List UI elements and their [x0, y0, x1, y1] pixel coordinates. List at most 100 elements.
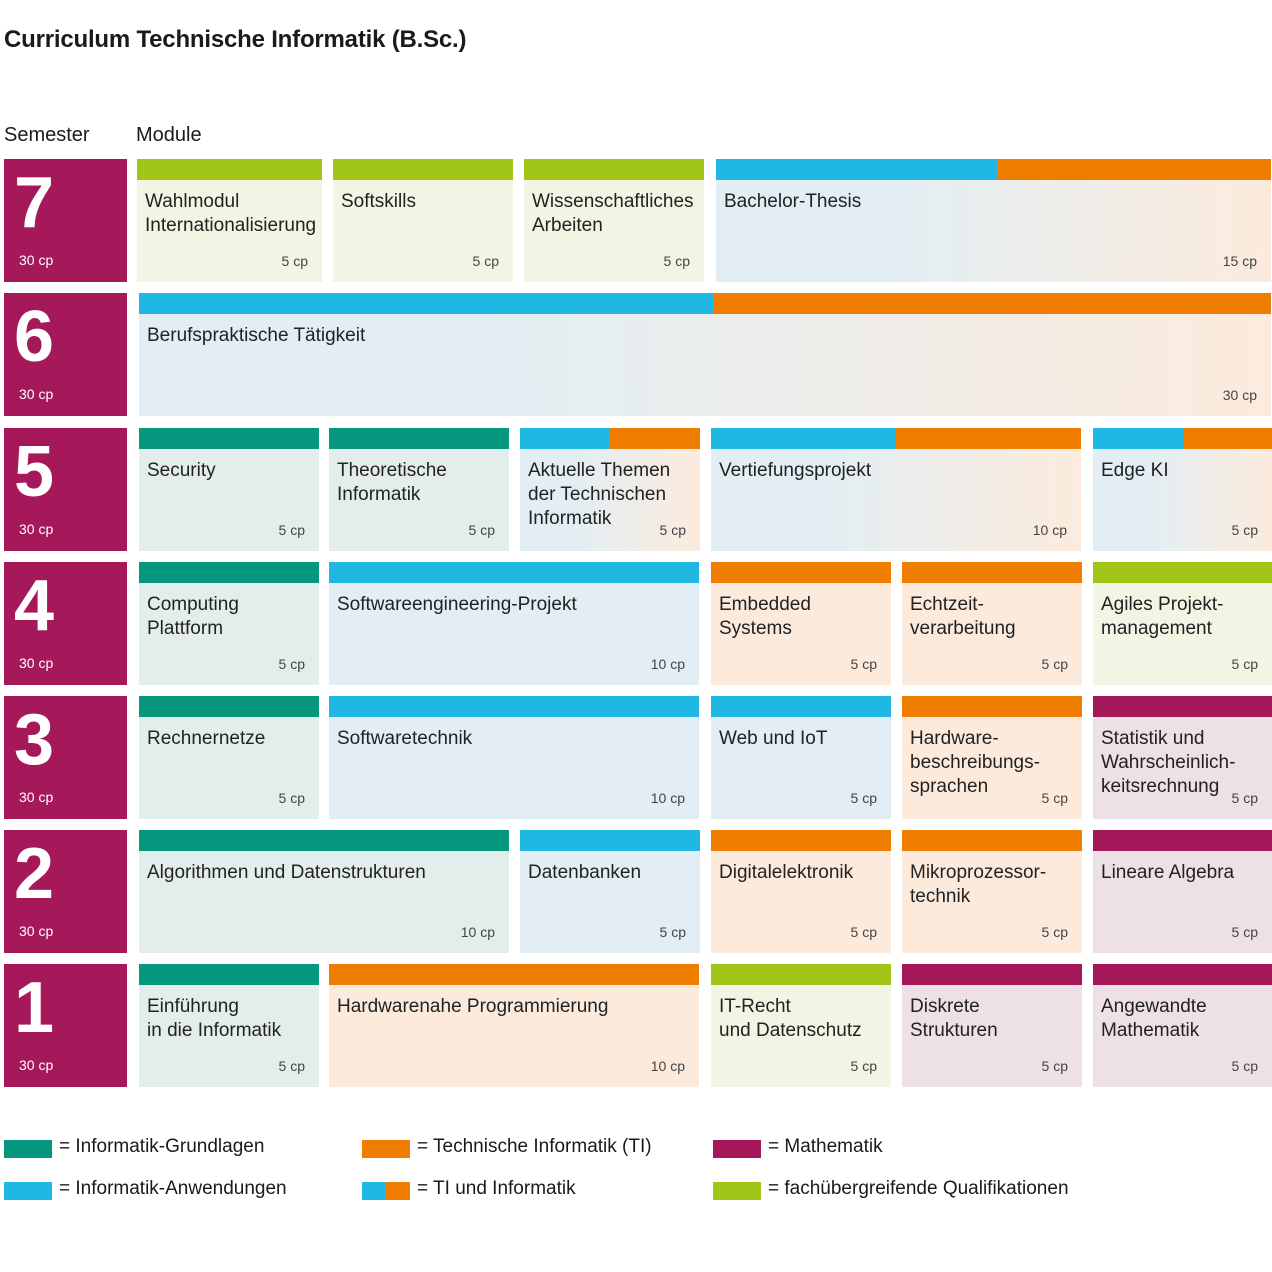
- module-name: Hardwarenahe Programmierung: [337, 996, 609, 1017]
- module-card: Computing Plattform 5 cp: [139, 562, 319, 685]
- category-bar: [711, 696, 891, 717]
- module-name: Wissenschaftliches Arbeiten: [532, 191, 694, 236]
- module-card: Datenbanken 5 cp: [520, 830, 700, 953]
- semester-credits: 30 cp: [19, 655, 54, 671]
- category-bar: [139, 428, 319, 449]
- semester-badge: 7 30 cp: [4, 159, 127, 282]
- module-credits: 5 cp: [1231, 790, 1258, 806]
- category-bar: [524, 159, 704, 180]
- category-bar-informatik: [520, 428, 610, 449]
- category-bar: [333, 159, 513, 180]
- module-name: Diskrete Strukturen: [910, 996, 998, 1041]
- module-name: Security: [147, 460, 216, 481]
- category-bar-ti: [610, 428, 700, 449]
- category-bar: [902, 830, 1082, 851]
- module-card: Mikroprozessor- technik 5 cp: [902, 830, 1082, 953]
- category-bar: [711, 562, 891, 583]
- legend-swatch: [4, 1140, 52, 1158]
- category-bar: [1093, 696, 1272, 717]
- semester-credits: 30 cp: [19, 1057, 54, 1073]
- category-bar-informatik: [139, 293, 713, 314]
- module-card: Security 5 cp: [139, 428, 319, 551]
- module-credits: 5 cp: [850, 1058, 877, 1074]
- module-credits: 5 cp: [1041, 790, 1068, 806]
- category-bar: [520, 830, 700, 851]
- module-name: Softskills: [341, 191, 416, 212]
- module-card: Wahlmodul Internationalisierung 5 cp: [137, 159, 322, 282]
- module-name: Edge KI: [1101, 460, 1169, 481]
- semester-column-header: Semester: [4, 124, 90, 146]
- category-bar-ti: [1182, 428, 1272, 449]
- semester-number: 2: [14, 834, 55, 914]
- legend-swatch: [362, 1182, 410, 1200]
- module-name: Einführung in die Informatik: [147, 996, 282, 1041]
- module-name: Statistik und Wahrscheinlich- keitsrechn…: [1101, 728, 1236, 797]
- semester-number: 4: [14, 566, 55, 646]
- legend-swatch: [713, 1182, 761, 1200]
- module-credits: 5 cp: [1041, 1058, 1068, 1074]
- module-credits: 5 cp: [1231, 924, 1258, 940]
- semester-badge: 3 30 cp: [4, 696, 127, 819]
- module-credits: 5 cp: [1231, 656, 1258, 672]
- module-name: Bachelor-Thesis: [724, 191, 862, 212]
- module-card: Agiles Projekt- management 5 cp: [1093, 562, 1272, 685]
- module-credits: 5 cp: [1231, 522, 1258, 538]
- category-bar: [329, 696, 699, 717]
- module-name: Softwareengineering-Projekt: [337, 594, 577, 615]
- category-bar-ti: [712, 293, 1271, 314]
- legend-label: = Informatik-Grundlagen: [59, 1136, 265, 1157]
- module-card: IT-Recht und Datenschutz 5 cp: [711, 964, 891, 1087]
- module-name: Theoretische Informatik: [337, 460, 447, 505]
- module-credits: 10 cp: [1032, 522, 1067, 538]
- semester-number: 6: [14, 297, 55, 377]
- category-bar: [139, 964, 319, 985]
- module-credits: 5 cp: [850, 656, 877, 672]
- category-bar: [139, 696, 319, 717]
- module-name: Aktuelle Themen der Technischen Informat…: [528, 460, 671, 529]
- module-credits: 5 cp: [1041, 924, 1068, 940]
- module-name: Algorithmen und Datenstrukturen: [147, 862, 426, 883]
- category-bar: [329, 964, 699, 985]
- legend-label: = fachübergreifende Qualifikationen: [768, 1178, 1069, 1199]
- module-credits: 10 cp: [650, 1058, 685, 1074]
- semester-badge: 5 30 cp: [4, 428, 127, 551]
- module-credits: 5 cp: [278, 522, 305, 538]
- module-name: Berufspraktische Tätigkeit: [147, 325, 366, 346]
- legend-swatch: [713, 1140, 761, 1158]
- module-card: Diskrete Strukturen 5 cp: [902, 964, 1082, 1087]
- module-credits: 5 cp: [278, 1058, 305, 1074]
- module-card: Softwareengineering-Projekt 10 cp: [329, 562, 699, 685]
- semester-number: 1: [14, 968, 55, 1048]
- category-bar: [902, 696, 1082, 717]
- module-card: Vertiefungsprojekt 10 cp: [711, 428, 1081, 551]
- module-credits: 10 cp: [650, 790, 685, 806]
- module-credits: 5 cp: [1231, 1058, 1258, 1074]
- module-card: Aktuelle Themen der Technischen Informat…: [520, 428, 700, 551]
- module-name: Angewandte Mathematik: [1101, 996, 1207, 1041]
- module-card: Lineare Algebra 5 cp: [1093, 830, 1272, 953]
- legend-label: = Informatik-Anwendungen: [59, 1178, 287, 1199]
- category-bar: [711, 830, 891, 851]
- module-name: Hardware- beschreibungs- sprachen: [910, 728, 1040, 797]
- category-bar: [902, 562, 1082, 583]
- module-name: Computing Plattform: [147, 594, 239, 639]
- semester-number: 3: [14, 700, 55, 780]
- module-credits: 5 cp: [281, 253, 308, 269]
- module-card: Embedded Systems 5 cp: [711, 562, 891, 685]
- semester-number: 7: [14, 163, 55, 243]
- category-bar: [1093, 830, 1272, 851]
- module-card: Hardware- beschreibungs- sprachen 5 cp: [902, 696, 1082, 819]
- category-bar: [1093, 562, 1272, 583]
- category-bar-ti: [896, 428, 1081, 449]
- category-bar: [329, 562, 699, 583]
- category-bar: [139, 562, 319, 583]
- module-card: Web und IoT 5 cp: [711, 696, 891, 819]
- module-card: Rechnernetze 5 cp: [139, 696, 319, 819]
- module-card: Berufspraktische Tätigkeit 30 cp: [139, 293, 1271, 416]
- legend-swatch: [362, 1140, 410, 1158]
- module-name: Lineare Algebra: [1101, 862, 1235, 883]
- module-credits: 5 cp: [1041, 656, 1068, 672]
- module-name: Rechnernetze: [147, 728, 266, 749]
- module-name: Softwaretechnik: [337, 728, 473, 749]
- category-bar: [902, 964, 1082, 985]
